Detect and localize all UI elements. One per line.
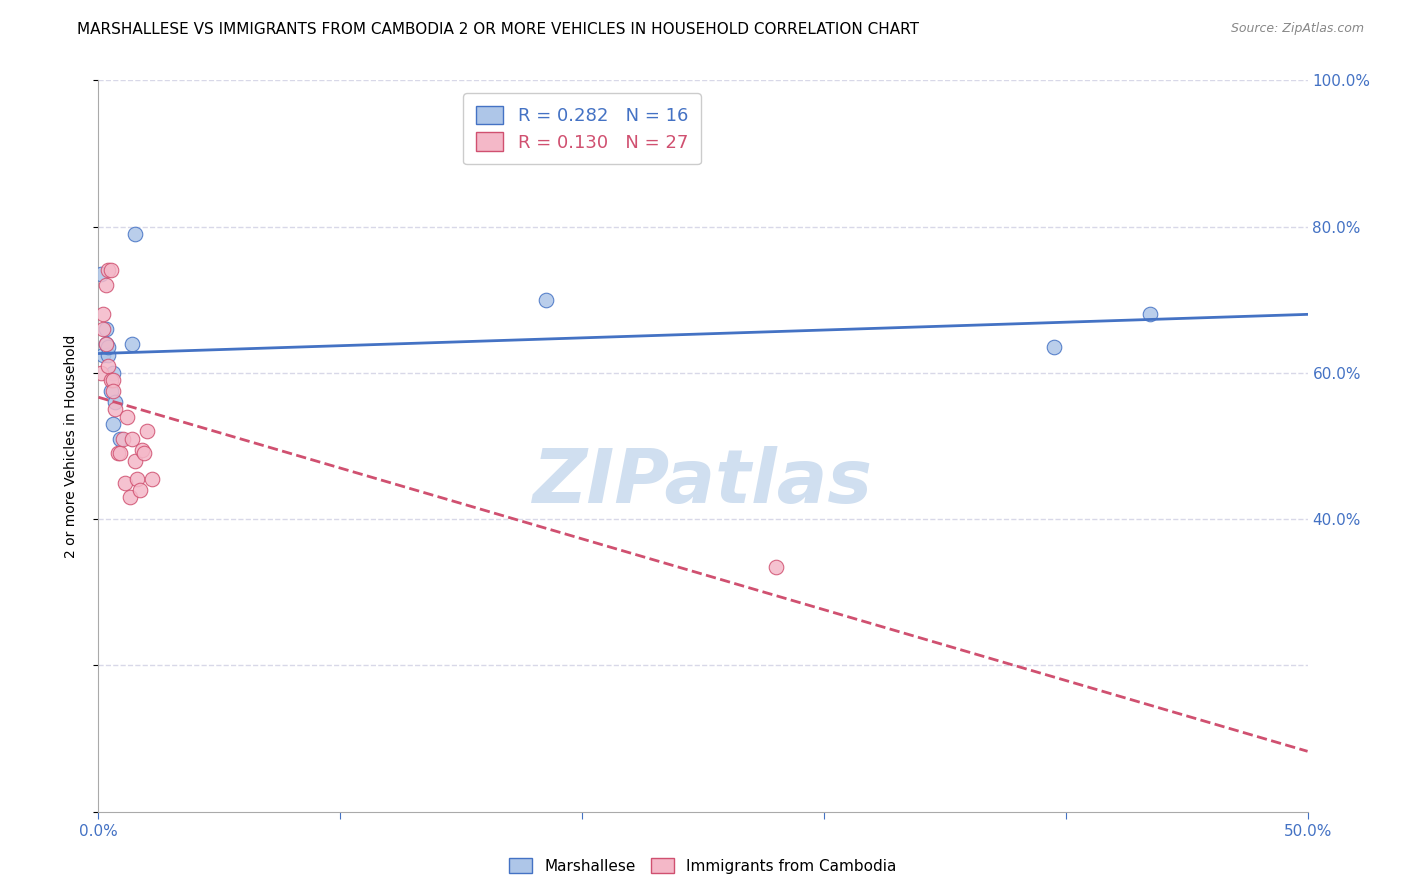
Point <box>121 432 143 446</box>
Point <box>117 409 139 424</box>
Point <box>134 446 156 460</box>
Point <box>101 366 124 380</box>
Point <box>97 340 120 354</box>
Point <box>128 483 150 497</box>
Point <box>94 278 117 293</box>
Point <box>121 336 143 351</box>
Point <box>765 559 787 574</box>
Point <box>94 336 117 351</box>
Point <box>127 472 149 486</box>
Legend: Marshallese, Immigrants from Cambodia: Marshallese, Immigrants from Cambodia <box>503 852 903 880</box>
Point <box>100 384 122 399</box>
Point <box>124 453 146 467</box>
Legend: R = 0.282   N = 16, R = 0.130   N = 27: R = 0.282 N = 16, R = 0.130 N = 27 <box>464 93 700 164</box>
Text: Source: ZipAtlas.com: Source: ZipAtlas.com <box>1230 22 1364 36</box>
Point <box>94 336 117 351</box>
Text: MARSHALLESE VS IMMIGRANTS FROM CAMBODIA 2 OR MORE VEHICLES IN HOUSEHOLD CORRELAT: MARSHALLESE VS IMMIGRANTS FROM CAMBODIA … <box>77 22 920 37</box>
Point <box>108 446 131 460</box>
Point <box>97 359 120 373</box>
Text: ZIPatlas: ZIPatlas <box>533 446 873 519</box>
Point <box>111 432 134 446</box>
Point <box>91 307 114 321</box>
Point <box>104 395 127 409</box>
Point <box>101 373 124 387</box>
Point <box>124 227 146 241</box>
Point <box>94 322 117 336</box>
Point <box>90 366 112 380</box>
Point <box>1139 307 1161 321</box>
Point <box>1042 340 1064 354</box>
Point <box>135 425 157 439</box>
Point <box>100 373 122 387</box>
Y-axis label: 2 or more Vehicles in Household: 2 or more Vehicles in Household <box>63 334 77 558</box>
Point <box>97 347 120 362</box>
Point <box>101 417 124 431</box>
Point <box>100 263 122 277</box>
Point <box>114 475 136 490</box>
Point <box>534 293 557 307</box>
Point <box>107 446 129 460</box>
Point <box>104 402 127 417</box>
Point <box>91 347 114 362</box>
Point <box>90 267 112 281</box>
Point <box>108 432 131 446</box>
Point <box>118 490 141 504</box>
Point <box>91 322 114 336</box>
Point <box>97 263 120 277</box>
Point <box>101 384 124 399</box>
Point <box>131 442 153 457</box>
Point <box>141 472 163 486</box>
